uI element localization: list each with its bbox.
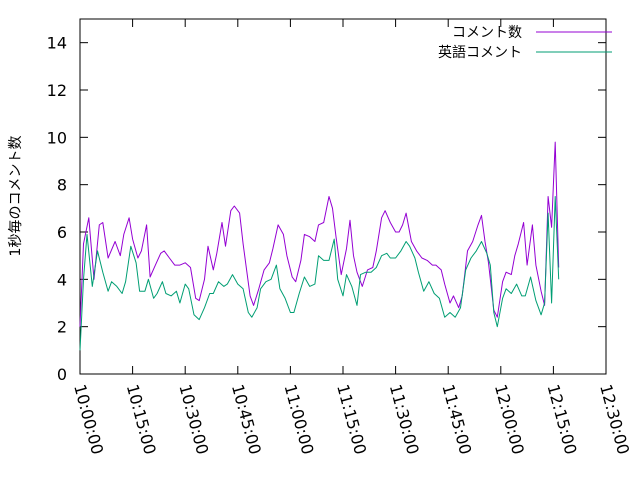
y-tick-label: 4 [57, 270, 67, 289]
x-tick-label: 10:15:00 [123, 382, 160, 456]
x-tick-label: 11:30:00 [386, 382, 423, 456]
legend-label: コメント数 [452, 25, 522, 41]
y-tick-label: 10 [47, 128, 67, 147]
y-axis-label: 1秒毎のコメント数 [8, 136, 24, 257]
legend-label: 英語コメント [438, 44, 522, 61]
x-tick-label: 12:00:00 [491, 382, 528, 456]
plot-frame [79, 18, 607, 375]
x-tick-label: 11:45:00 [438, 382, 475, 456]
y-tick-label: 2 [57, 318, 67, 337]
x-tick-label: 10:30:00 [175, 382, 212, 456]
y-tick-label: 6 [57, 223, 67, 242]
series-lines [79, 141, 560, 351]
y-tick-label: 0 [57, 365, 67, 384]
x-tick-label: 11:15:00 [333, 382, 370, 456]
y-tick-label: 14 [47, 34, 67, 53]
x-tick-label: 10:45:00 [228, 382, 265, 456]
x-tick-label: 12:30:00 [596, 382, 633, 456]
series-line-1 [79, 141, 560, 327]
x-tick-label: 11:00:00 [281, 382, 318, 456]
x-tick-label: 12:15:00 [544, 382, 581, 456]
y-tick-label: 8 [57, 176, 67, 195]
y-axis: 0 2 4 6 8 10 12 14 [47, 34, 606, 384]
x-tick-label: 10:00:00 [70, 382, 107, 456]
series-line-2 [79, 196, 560, 351]
y-tick-label: 12 [47, 81, 67, 100]
